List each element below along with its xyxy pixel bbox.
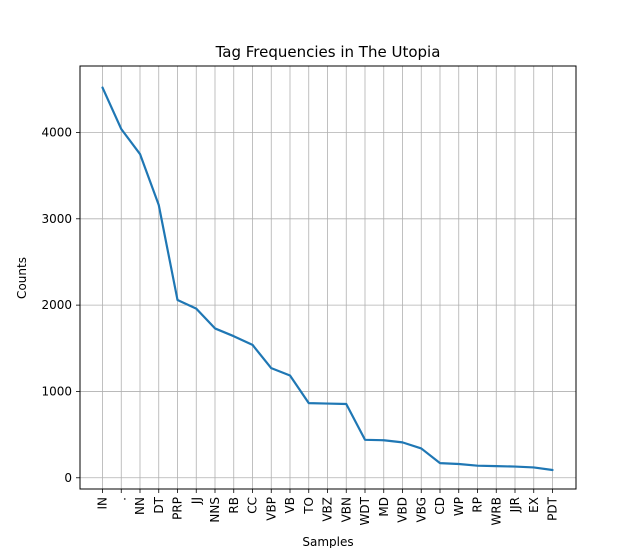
data-point <box>102 87 104 89</box>
x-tick-label: JJR <box>508 497 522 513</box>
y-tick-label: 4000 <box>41 125 72 139</box>
grid <box>80 66 576 489</box>
plot-frame <box>79 65 577 490</box>
data-point <box>552 469 554 471</box>
x-tick-label: TO <box>302 497 316 515</box>
data-point <box>439 462 441 464</box>
data-point <box>233 335 235 337</box>
data-point <box>120 128 122 130</box>
x-tick-label: WRB <box>489 497 503 525</box>
data-point <box>270 367 272 369</box>
data-point <box>214 327 216 329</box>
x-tick-label: CC <box>246 497 260 514</box>
x-tick-label: NN <box>133 497 147 515</box>
data-point <box>289 374 291 376</box>
data-point <box>364 439 366 441</box>
x-tick-label: VB <box>283 497 297 513</box>
data-point <box>158 204 160 206</box>
data-point <box>383 439 385 441</box>
x-tick-label: CD <box>433 497 447 515</box>
x-axis-label: Samples <box>302 535 353 548</box>
x-tick-label: WP <box>452 497 466 516</box>
x-axis: IN. NN DT PRP JJ NNS RB CC VBP VB TO VBZ VBN WDT MD VBD… <box>96 489 560 525</box>
x-tick-label: NNS <box>208 497 222 523</box>
x-tick-label: JJ <box>189 497 203 505</box>
data-point <box>514 466 516 468</box>
x-tick-label: VBG <box>414 497 428 523</box>
x-tick-label: MD <box>377 497 391 517</box>
data-point <box>139 153 141 155</box>
data-point <box>533 466 535 468</box>
x-tick-label: WDT <box>358 496 372 525</box>
data-point <box>495 465 497 467</box>
y-tick-label: 2000 <box>41 298 72 312</box>
data-point <box>195 308 197 310</box>
data-point <box>327 403 329 405</box>
data-point <box>420 447 422 449</box>
data-point <box>308 402 310 404</box>
data-point <box>252 344 254 346</box>
data-point <box>458 463 460 465</box>
data-point <box>345 403 347 405</box>
series-layer <box>101 86 554 472</box>
x-tick-label: VBZ <box>321 497 335 522</box>
y-axis-label: Counts <box>15 257 29 299</box>
x-tick-label: DT <box>152 496 166 513</box>
x-tick-label: EX <box>527 497 541 513</box>
series-line <box>101 86 554 472</box>
x-tick-label: VBD <box>396 497 410 523</box>
x-tick-label: RB <box>227 497 241 514</box>
data-point <box>477 465 479 467</box>
x-tick-label: PRP <box>171 497 185 520</box>
y-axis: 0 1000 2000 3000 4000 <box>41 125 80 485</box>
x-tick-label: PDT <box>546 496 560 520</box>
x-tick-label: . <box>114 497 128 501</box>
y-tick-label: 0 <box>64 471 72 485</box>
x-tick-label: VBP <box>264 497 278 521</box>
y-tick-label: 3000 <box>41 212 72 226</box>
y-tick-label: 1000 <box>41 384 72 398</box>
x-tick-label: IN <box>96 497 110 510</box>
chart-title: Tag Frequencies in The Utopia <box>215 43 441 61</box>
x-tick-label: RP <box>471 497 485 513</box>
data-point <box>177 299 179 301</box>
x-tick-label: VBN <box>339 497 353 522</box>
data-point <box>402 441 404 443</box>
